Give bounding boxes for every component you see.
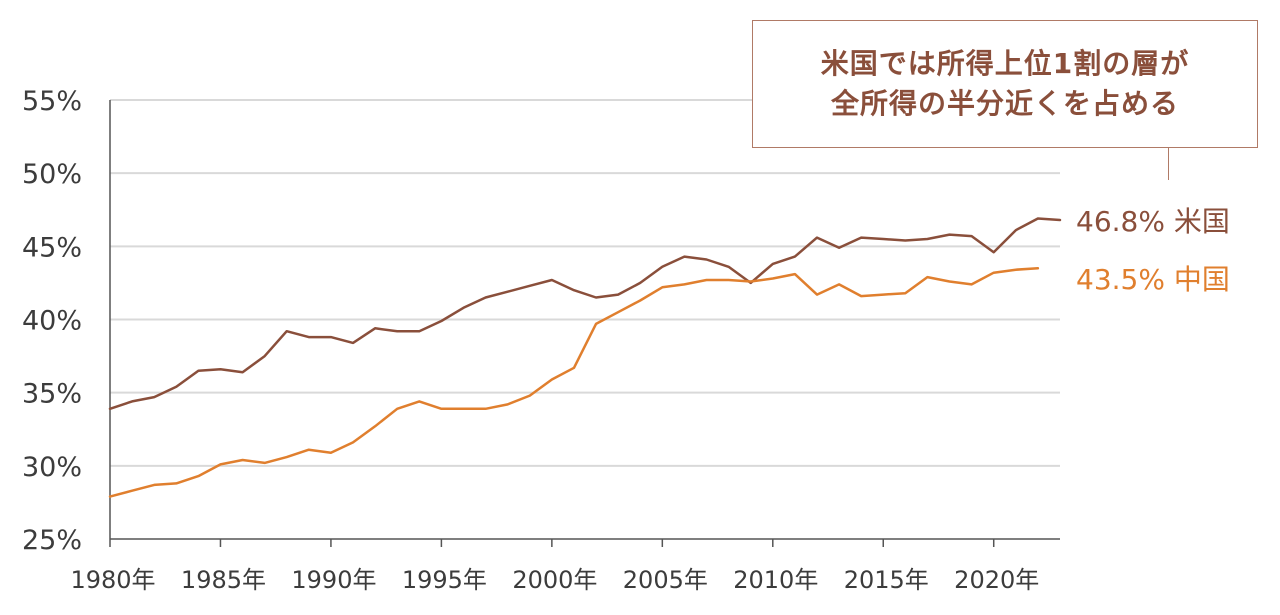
y-tick-label: 30% (22, 452, 82, 483)
x-tick-label: 2010年 (733, 566, 818, 594)
y-tick-label: 45% (22, 232, 82, 263)
x-tick-labels: 1980年 1985年 1990年 1995年 2000年 2005年 2010年 2015年… (70, 566, 1039, 594)
y-tick-label: 25% (22, 525, 82, 556)
china-end-label: 43.5% 中国 (1076, 263, 1230, 296)
x-tick-label: 2005年 (623, 566, 708, 594)
y-tick-label: 35% (22, 379, 82, 410)
gridlines (110, 99, 1060, 467)
x-tick-label: 1990年 (291, 566, 376, 594)
series-line-us (108, 217, 1062, 411)
y-tick-label: 55% (22, 86, 82, 117)
y-tick-labels: 25% 30% 35% 40% 45% 50% 55% (22, 86, 82, 556)
x-tick-label: 2000年 (512, 566, 597, 594)
x-tick-label: 1985年 (181, 566, 266, 594)
annotation-box: 米国では所得上位1割の層が 全所得の半分近くを占める (752, 20, 1258, 148)
x-tick-label: 2015年 (844, 566, 929, 594)
annotation-line-2: 全所得の半分近くを占める (830, 87, 1179, 120)
x-tick-label: 1995年 (402, 566, 487, 594)
annotation-pointer (1168, 148, 1169, 180)
x-tick-label: 2020年 (954, 566, 1039, 594)
axes (109, 100, 1060, 547)
x-tick-label: 1980年 (70, 566, 155, 594)
y-tick-label: 40% (22, 306, 82, 337)
annotation-line-1: 米国では所得上位1割の層が (820, 47, 1190, 80)
series-lines (108, 217, 1062, 498)
y-tick-label: 50% (22, 159, 82, 190)
us-end-label: 46.8% 米国 (1076, 205, 1230, 238)
series-line-china (108, 267, 1040, 498)
